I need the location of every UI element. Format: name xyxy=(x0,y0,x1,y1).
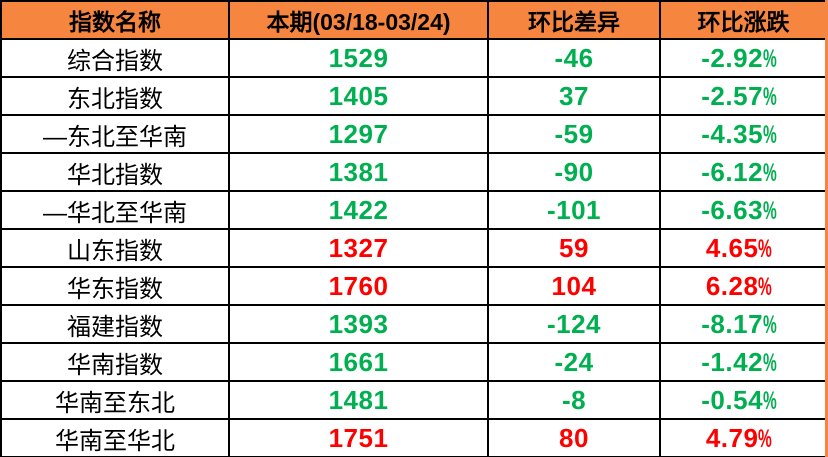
index-name-cell: 华南至华北 xyxy=(0,418,230,457)
index-name-cell: 东北指数 xyxy=(0,76,230,116)
percent-sign: % xyxy=(758,234,773,263)
column-header-diff: 环比差异 xyxy=(487,0,661,40)
index-name-cell: —东北至华南 xyxy=(0,114,230,154)
table-row: —华北至华南 1422 -101 -6.63% xyxy=(0,190,828,230)
pct-number: -2.57 xyxy=(701,80,764,111)
percent-sign: % xyxy=(763,196,778,225)
current-value-cell: 1327 xyxy=(228,228,489,268)
pct-number: 4.65 xyxy=(705,232,759,263)
table-row: 综合指数 1529 -46 -2.92% xyxy=(0,38,828,78)
current-value-cell: 1393 xyxy=(228,304,489,344)
diff-cell: 37 xyxy=(487,76,661,116)
index-name-cell: 华东指数 xyxy=(0,266,230,306)
pct-number: -1.42 xyxy=(701,346,764,377)
index-name-cell: 综合指数 xyxy=(0,38,230,78)
pct-cell: 4.65% xyxy=(659,228,828,268)
pct-number: -2.92 xyxy=(701,42,764,73)
current-value-cell: 1381 xyxy=(228,152,489,192)
index-name-cell: 华北指数 xyxy=(0,152,230,192)
index-name-cell: 福建指数 xyxy=(0,304,230,344)
pct-number: -8.17 xyxy=(701,308,764,339)
current-value-cell: 1661 xyxy=(228,342,489,382)
current-value-cell: 1422 xyxy=(228,190,489,230)
current-value-cell: 1751 xyxy=(228,418,489,457)
pct-cell: -4.35% xyxy=(659,114,828,154)
current-value-cell: 1529 xyxy=(228,38,489,78)
pct-cell: -6.63% xyxy=(659,190,828,230)
column-header-index-name: 指数名称 xyxy=(0,0,230,40)
current-value-cell: 1481 xyxy=(228,380,489,420)
pct-number: -6.63 xyxy=(701,194,764,225)
percent-sign: % xyxy=(763,310,778,339)
header-row: 指数名称 本期(03/18-03/24) 环比差异 环比涨跌 xyxy=(0,0,828,40)
diff-cell: -124 xyxy=(487,304,661,344)
pct-cell: 6.28% xyxy=(659,266,828,306)
pct-cell: -2.57% xyxy=(659,76,828,116)
percent-sign: % xyxy=(763,348,778,377)
index-name-cell: 山东指数 xyxy=(0,228,230,268)
table-row: 华南指数 1661 -24 -1.42% xyxy=(0,342,828,382)
pct-number: -6.12 xyxy=(701,156,764,187)
pct-cell: 4.79% xyxy=(659,418,828,457)
pct-number: 4.79 xyxy=(705,422,759,453)
pct-cell: -2.92% xyxy=(659,38,828,78)
pct-cell: -0.54% xyxy=(659,380,828,420)
diff-cell: -101 xyxy=(487,190,661,230)
pct-number: 6.28 xyxy=(705,270,759,301)
table-row: —东北至华南 1297 -59 -4.35% xyxy=(0,114,828,154)
diff-cell: -46 xyxy=(487,38,661,78)
current-value-cell: 1297 xyxy=(228,114,489,154)
table-row: 华北指数 1381 -90 -6.12% xyxy=(0,152,828,192)
table-row: 华南至华北 1751 80 4.79% xyxy=(0,418,828,457)
percent-sign: % xyxy=(758,424,773,453)
table-row: 福建指数 1393 -124 -8.17% xyxy=(0,304,828,344)
pct-number: -4.35 xyxy=(701,118,764,149)
column-header-pct-change: 环比涨跌 xyxy=(659,0,828,40)
column-header-current-period: 本期(03/18-03/24) xyxy=(228,0,489,40)
pct-number: -0.54 xyxy=(701,384,764,415)
table-row: 东北指数 1405 37 -2.57% xyxy=(0,76,828,116)
index-name-cell: 华南至东北 xyxy=(0,380,230,420)
diff-cell: -24 xyxy=(487,342,661,382)
table-body: 综合指数 1529 -46 -2.92% 东北指数 1405 37 -2.57% —东北至华南 1… xyxy=(0,38,828,457)
index-name-cell: 华南指数 xyxy=(0,342,230,382)
table-row: 华南至东北 1481 -8 -0.54% xyxy=(0,380,828,420)
pct-cell: -6.12% xyxy=(659,152,828,192)
diff-cell: -59 xyxy=(487,114,661,154)
diff-cell: 104 xyxy=(487,266,661,306)
percent-sign: % xyxy=(763,158,778,187)
percent-sign: % xyxy=(758,272,773,301)
index-name-cell: —华北至华南 xyxy=(0,190,230,230)
percent-sign: % xyxy=(763,120,778,149)
table-row: 山东指数 1327 59 4.65% xyxy=(0,228,828,268)
current-value-cell: 1405 xyxy=(228,76,489,116)
percent-sign: % xyxy=(763,44,778,73)
current-value-cell: 1760 xyxy=(228,266,489,306)
table-row: 华东指数 1760 104 6.28% xyxy=(0,266,828,306)
pct-cell: -1.42% xyxy=(659,342,828,382)
percent-sign: % xyxy=(763,82,778,111)
diff-cell: -8 xyxy=(487,380,661,420)
diff-cell: 59 xyxy=(487,228,661,268)
diff-cell: -90 xyxy=(487,152,661,192)
right-accent-edge xyxy=(825,0,828,457)
diff-cell: 80 xyxy=(487,418,661,457)
percent-sign: % xyxy=(763,386,778,415)
pct-cell: -8.17% xyxy=(659,304,828,344)
